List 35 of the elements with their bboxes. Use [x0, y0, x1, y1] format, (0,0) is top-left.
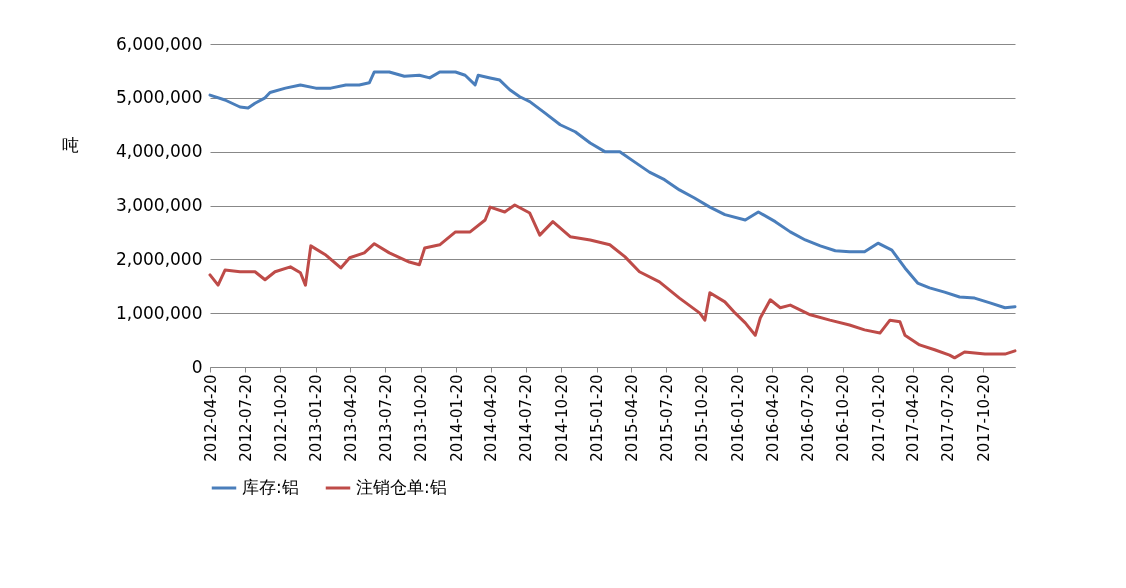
- y-tick-label: 3,000,000: [115, 195, 203, 215]
- x-tick-label: 2014-04-20: [482, 374, 501, 462]
- x-tick-label: 2015-01-20: [588, 374, 607, 462]
- y-tick-label: 6,000,000: [115, 33, 203, 54]
- x-tick-label: 2014-10-20: [552, 374, 571, 462]
- x-tick-label: 2015-04-20: [622, 374, 641, 462]
- x-tick-label: 2017-07-20: [939, 374, 958, 462]
- x-tick-label: 2012-07-20: [236, 374, 255, 462]
- x-tick-label: 2016-01-20: [728, 374, 747, 462]
- x-tick-label: 2013-04-20: [341, 374, 360, 462]
- x-tick-label: 2016-04-20: [763, 374, 782, 462]
- x-tick-label: 2017-01-20: [869, 374, 888, 462]
- x-tick-label: 2012-04-20: [201, 374, 220, 462]
- x-tick-label: 2014-01-20: [447, 374, 466, 462]
- x-tick-label: 2012-10-20: [271, 374, 290, 462]
- x-tick-label: 2013-07-20: [376, 374, 395, 462]
- x-tick-label: 2013-10-20: [412, 374, 431, 462]
- x-tick-label: 2016-07-20: [798, 374, 817, 462]
- x-tick-label: 2014-07-20: [517, 374, 536, 462]
- x-tick-label: 2017-10-20: [974, 374, 993, 462]
- x-tick-label: 2016-10-20: [834, 374, 853, 462]
- y-tick-label: 5,000,000: [115, 87, 203, 108]
- line-series: [208, 203, 1017, 360]
- x-tick-label: 2015-07-20: [657, 374, 676, 462]
- x-tick-label: 2015-10-20: [693, 374, 712, 462]
- y-tick-label: 1,000,000: [115, 302, 203, 323]
- y-axis-title: 吨: [62, 134, 79, 155]
- line-series: [208, 70, 1017, 310]
- x-tick-label: 2013-01-20: [307, 374, 326, 462]
- y-tick-label: 2,000,000: [115, 248, 203, 269]
- y-tick-label: 4,000,000: [115, 141, 203, 162]
- x-tick-label: 2017-04-20: [904, 374, 923, 462]
- y-tick-label: 0: [191, 356, 203, 377]
- legend-label: 注销仓单:铝: [356, 477, 447, 497]
- legend-label: 库存:铝: [242, 477, 299, 497]
